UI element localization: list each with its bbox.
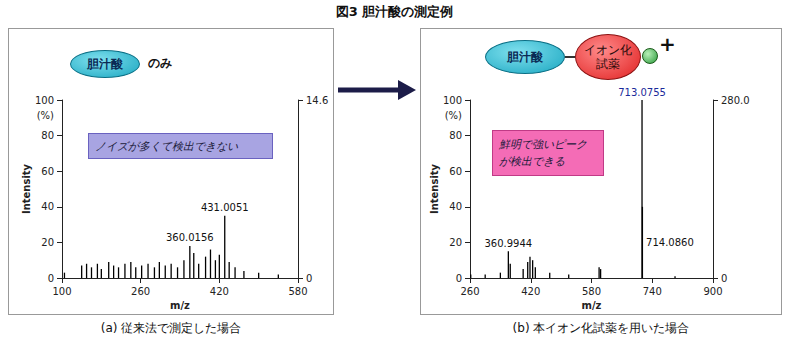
- svg-text:80: 80: [449, 130, 462, 141]
- html-text:図3 胆汁酸の測定例: 図3 胆汁酸の測定例: [335, 4, 454, 19]
- html-text:のみ: のみ: [148, 56, 172, 70]
- html-text:胆汁酸: 胆汁酸: [507, 49, 543, 64]
- svg-text:100: 100: [35, 95, 54, 106]
- svg-text:0: 0: [456, 273, 462, 284]
- svg-text:0: 0: [48, 273, 54, 284]
- svg-text:40: 40: [449, 201, 462, 212]
- html-text:ノイズが多くて検出できない: ノイズが多くて検出できない: [95, 139, 238, 153]
- html-text:鮮明で強いピークが検出できる: 鮮明で強いピークが検出できる: [499, 138, 587, 168]
- html-text:イオン化試薬: イオン化試薬: [584, 43, 632, 71]
- svg-text:14.6: 14.6: [306, 95, 328, 106]
- svg-text:100: 100: [443, 95, 462, 106]
- svg-text:260: 260: [131, 286, 150, 297]
- svg-text:713.0755: 713.0755: [618, 87, 666, 98]
- svg-text:431.0051: 431.0051: [201, 202, 249, 213]
- svg-text:100: 100: [52, 286, 71, 297]
- svg-text:m/z: m/z: [170, 300, 190, 311]
- html-text:(a) 従来法で測定した場合: (a) 従来法で測定した場合: [100, 321, 242, 335]
- svg-text:60: 60: [449, 166, 462, 177]
- svg-text:260: 260: [460, 286, 479, 297]
- svg-text:m/z: m/z: [582, 300, 602, 311]
- svg-text:80: 80: [41, 130, 54, 141]
- svg-text:(%): (%): [37, 110, 54, 121]
- svg-text:280.0: 280.0: [721, 95, 750, 106]
- svg-text:714.0860: 714.0860: [646, 237, 694, 248]
- svg-text:580: 580: [288, 286, 307, 297]
- svg-text:0: 0: [306, 273, 312, 284]
- svg-text:(%): (%): [445, 110, 462, 121]
- svg-text:420: 420: [521, 286, 540, 297]
- svg-text:40: 40: [41, 201, 54, 212]
- html-text:(b) 本イオン化試薬を用いた場合: (b) 本イオン化試薬を用いた場合: [512, 321, 690, 335]
- svg-text:20: 20: [449, 237, 462, 248]
- svg-text:20: 20: [41, 237, 54, 248]
- html-text:胆汁酸: 胆汁酸: [87, 56, 123, 71]
- svg-text:Intensity: Intensity: [21, 163, 32, 214]
- svg-text:360.9944: 360.9944: [484, 238, 532, 249]
- svg-text:900: 900: [703, 286, 722, 297]
- svg-text:420: 420: [210, 286, 229, 297]
- svg-text:Intensity: Intensity: [429, 163, 440, 214]
- svg-text:360.0156: 360.0156: [166, 232, 214, 243]
- svg-text:580: 580: [582, 286, 601, 297]
- svg-text:740: 740: [643, 286, 662, 297]
- svg-text:0: 0: [721, 273, 727, 284]
- svg-text:60: 60: [41, 166, 54, 177]
